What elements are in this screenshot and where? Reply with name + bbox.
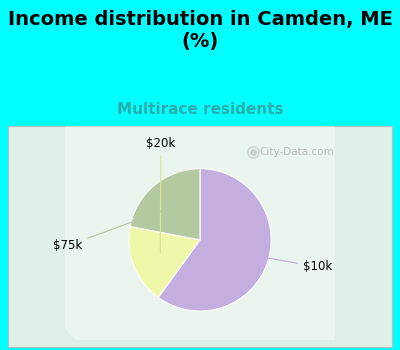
Wedge shape xyxy=(158,169,271,311)
Wedge shape xyxy=(130,169,200,240)
Ellipse shape xyxy=(24,30,400,350)
Text: $75k: $75k xyxy=(53,208,170,252)
Text: City-Data.com: City-Data.com xyxy=(260,147,334,156)
Wedge shape xyxy=(129,226,200,298)
Text: $20k: $20k xyxy=(146,137,176,253)
Text: $10k: $10k xyxy=(243,253,332,273)
Text: Income distribution in Camden, ME
(%): Income distribution in Camden, ME (%) xyxy=(8,10,392,51)
Text: Multirace residents: Multirace residents xyxy=(117,102,283,117)
